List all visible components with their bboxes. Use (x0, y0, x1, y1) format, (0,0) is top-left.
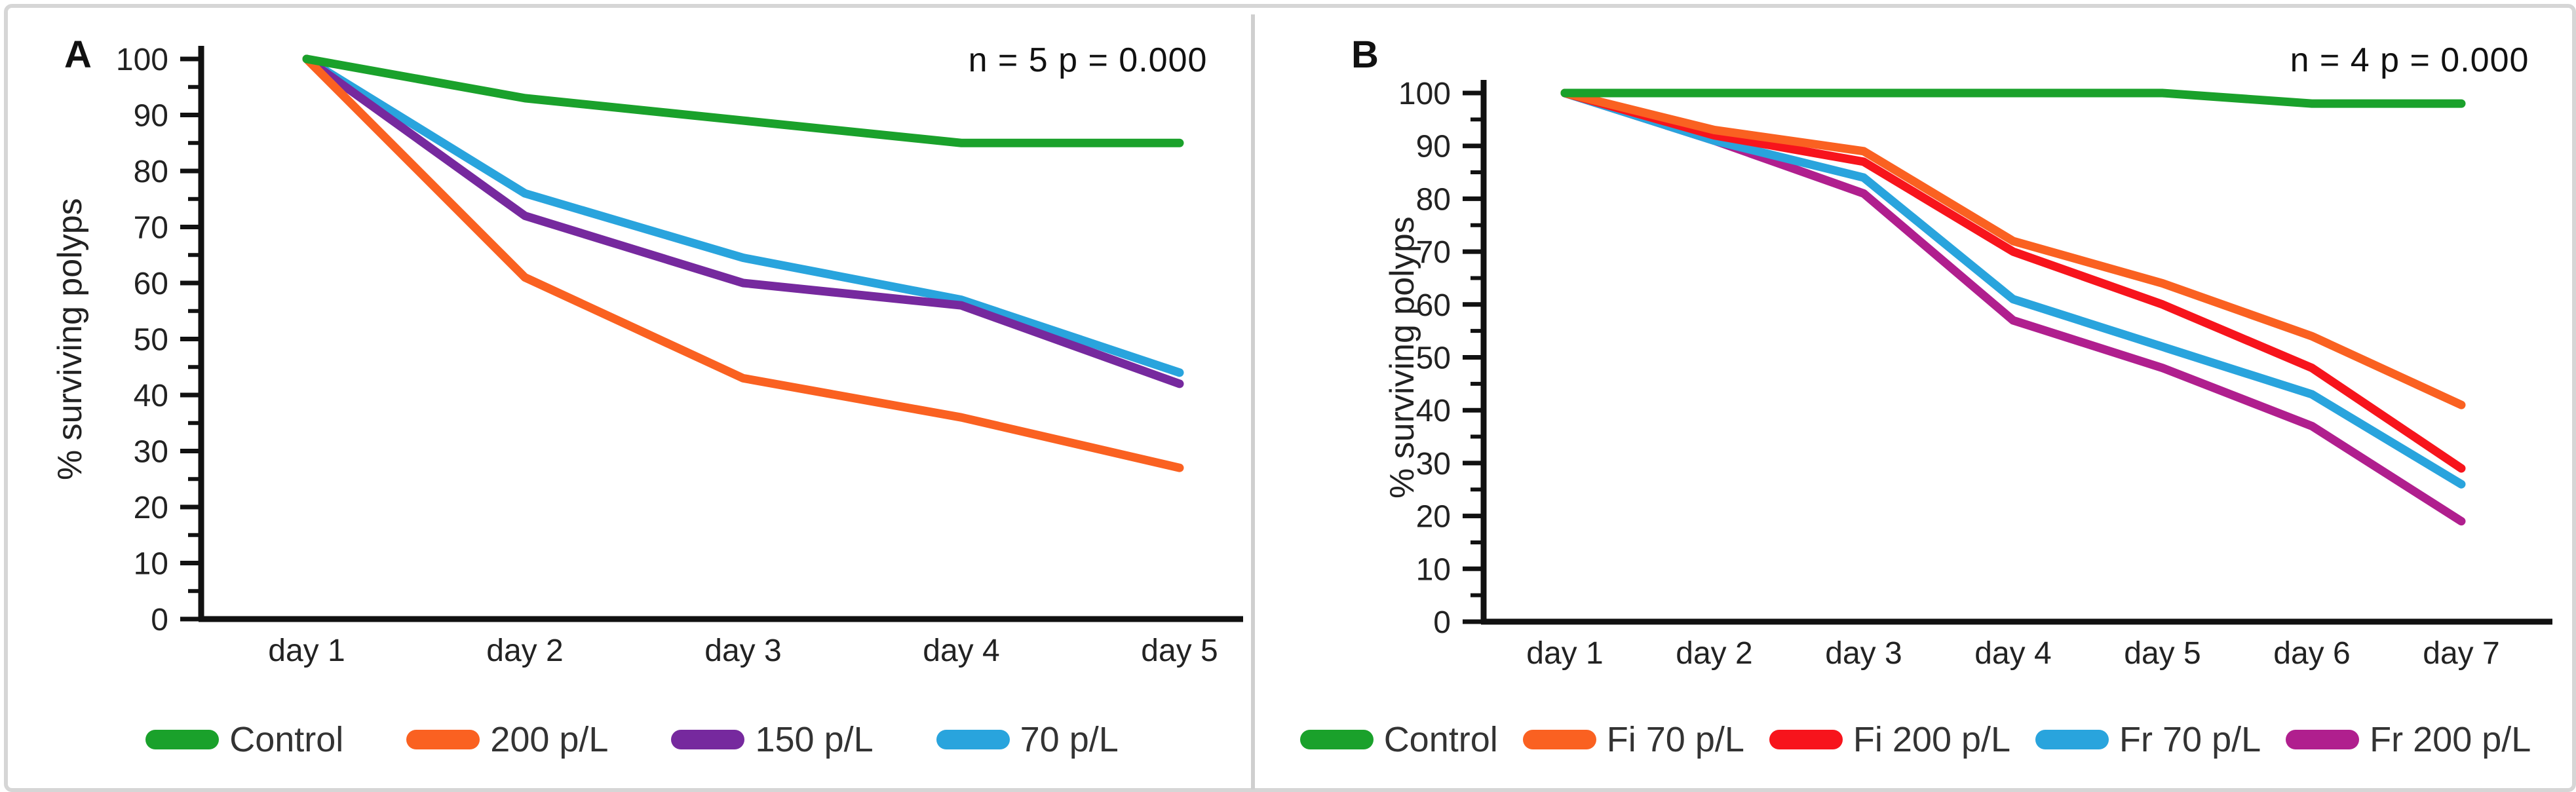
legend-item-fr-70-p-l: Fr 70 p/L (2035, 719, 2261, 760)
series-line-70-p-l (302, 54, 1184, 377)
series-line-150-p-l (302, 54, 1184, 388)
y-tick-label: 90 (1416, 130, 1451, 164)
panel-A: A n = 5 p = 0.000 % surviving polyps 0 10… (13, 13, 1251, 789)
legend-A: Control 200 p/L 150 p/L 70 p/L (13, 719, 1251, 760)
panel-letter-B: B (1351, 33, 1379, 76)
x-tick-label: day 5 (2124, 636, 2201, 671)
y-tick-label: 80 (134, 155, 168, 189)
legend-item-150-p-l: 150 p/L (671, 719, 874, 760)
series-line-200-p-l (302, 54, 1184, 472)
y-tick-label: 20 (1416, 500, 1451, 535)
legend-label: 150 p/L (755, 720, 874, 759)
line-chart-A: 0 10 20 30 40 50 60 70 80 90 100 day 1 day 2 day 3 day… (116, 43, 1243, 668)
stats-annotation-B: n = 4 p = 0.000 (2290, 41, 2529, 79)
y-tick-label: 60 (134, 267, 168, 301)
y-tick-label: 50 (1416, 341, 1451, 376)
x-tick-label: day 5 (1141, 633, 1218, 668)
legend-swatch (1299, 730, 1374, 749)
x-tick-label: day 2 (486, 633, 563, 668)
x-tick-label: day 3 (704, 633, 781, 668)
x-tick-label: day 4 (1974, 636, 2051, 671)
y-tick-label: 50 (134, 323, 168, 358)
x-tick-label: day 6 (2273, 636, 2350, 671)
y-tick-label: 90 (134, 99, 168, 134)
x-tick-label: day 1 (1526, 636, 1603, 671)
y-tick-label: 10 (1416, 552, 1451, 587)
series-line-fi-70-p-l (1560, 88, 2466, 409)
legend-label: Fr 70 p/L (2119, 720, 2261, 759)
panel-letter-A: A (64, 33, 92, 76)
y-tick-label: 30 (1416, 447, 1451, 481)
legend-label: Control (1383, 720, 1498, 759)
legend-item-control: Control (145, 719, 343, 760)
legend-item-fr-200-p-l: Fr 200 p/L (2286, 719, 2531, 760)
legend-label: Fi 70 p/L (1606, 720, 1744, 759)
legend-label: Fr 200 p/L (2370, 720, 2531, 759)
legend-label: Control (229, 720, 344, 759)
legend-label: 200 p/L (490, 720, 609, 759)
panel-divider (1251, 14, 1255, 789)
y-tick-label: 100 (1398, 77, 1451, 111)
panel-B: B n = 4 p = 0.000 % surviving polyps 0 10… (1256, 13, 2575, 789)
series-line-fr-200-p-l (1560, 88, 2466, 526)
series-line-fi-200-p-l (1560, 88, 2466, 473)
y-tick-label: 40 (1416, 394, 1451, 428)
figure-frame: A n = 5 p = 0.000 % surviving polyps 0 10… (4, 4, 2576, 792)
legend-swatch (2035, 730, 2109, 749)
y-tick-label: 20 (134, 491, 168, 525)
legend-swatch (2286, 730, 2360, 749)
stats-annotation-A: n = 5 p = 0.000 (968, 41, 1208, 79)
legend-swatch (1522, 730, 1596, 749)
y-tick-label: 80 (1416, 182, 1451, 217)
x-tick-label: day 7 (2423, 636, 2499, 671)
series-line-control (302, 54, 1184, 147)
legend-B: Control Fi 70 p/L Fi 200 p/L Fr 70 p/L Fr 20… (1256, 719, 2575, 760)
legend-item-200-p-l: 200 p/L (406, 719, 608, 760)
legend-item-70-p-l: 70 p/L (936, 719, 1119, 760)
legend-item-fi-70-p-l: Fi 70 p/L (1522, 719, 1744, 760)
legend-swatch (145, 730, 220, 749)
y-tick-label: 60 (1416, 288, 1451, 323)
legend-swatch (936, 730, 1010, 749)
legend-item-fi-200-p-l: Fi 200 p/L (1769, 719, 2010, 760)
legend-swatch (671, 730, 745, 749)
series-line-fr-70-p-l (1560, 88, 2466, 489)
y-tick-label: 70 (1416, 235, 1451, 270)
y-tick-label: 40 (134, 379, 168, 413)
y-tick-label: 100 (116, 43, 168, 77)
x-tick-label: day 2 (1676, 636, 1752, 671)
legend-item-control: Control (1299, 719, 1498, 760)
y-tick-label: 0 (1433, 605, 1451, 640)
y-tick-label: 70 (134, 211, 168, 246)
line-chart-B: 0 10 20 30 40 50 60 70 80 90 100 day 1 day 2 day 3 day… (1398, 77, 2552, 671)
y-tick-label: 30 (134, 435, 168, 470)
x-tick-label: day 3 (1825, 636, 1902, 671)
x-tick-label: day 1 (268, 633, 345, 668)
x-tick-label: day 4 (923, 633, 999, 668)
legend-label: Fi 200 p/L (1853, 720, 2011, 759)
y-tick-label: 0 (151, 603, 168, 637)
legend-label: 70 p/L (1020, 720, 1119, 759)
y-tick-label: 10 (134, 547, 168, 582)
series-line-control (1560, 88, 2466, 108)
legend-swatch (406, 730, 480, 749)
legend-swatch (1769, 730, 1843, 749)
